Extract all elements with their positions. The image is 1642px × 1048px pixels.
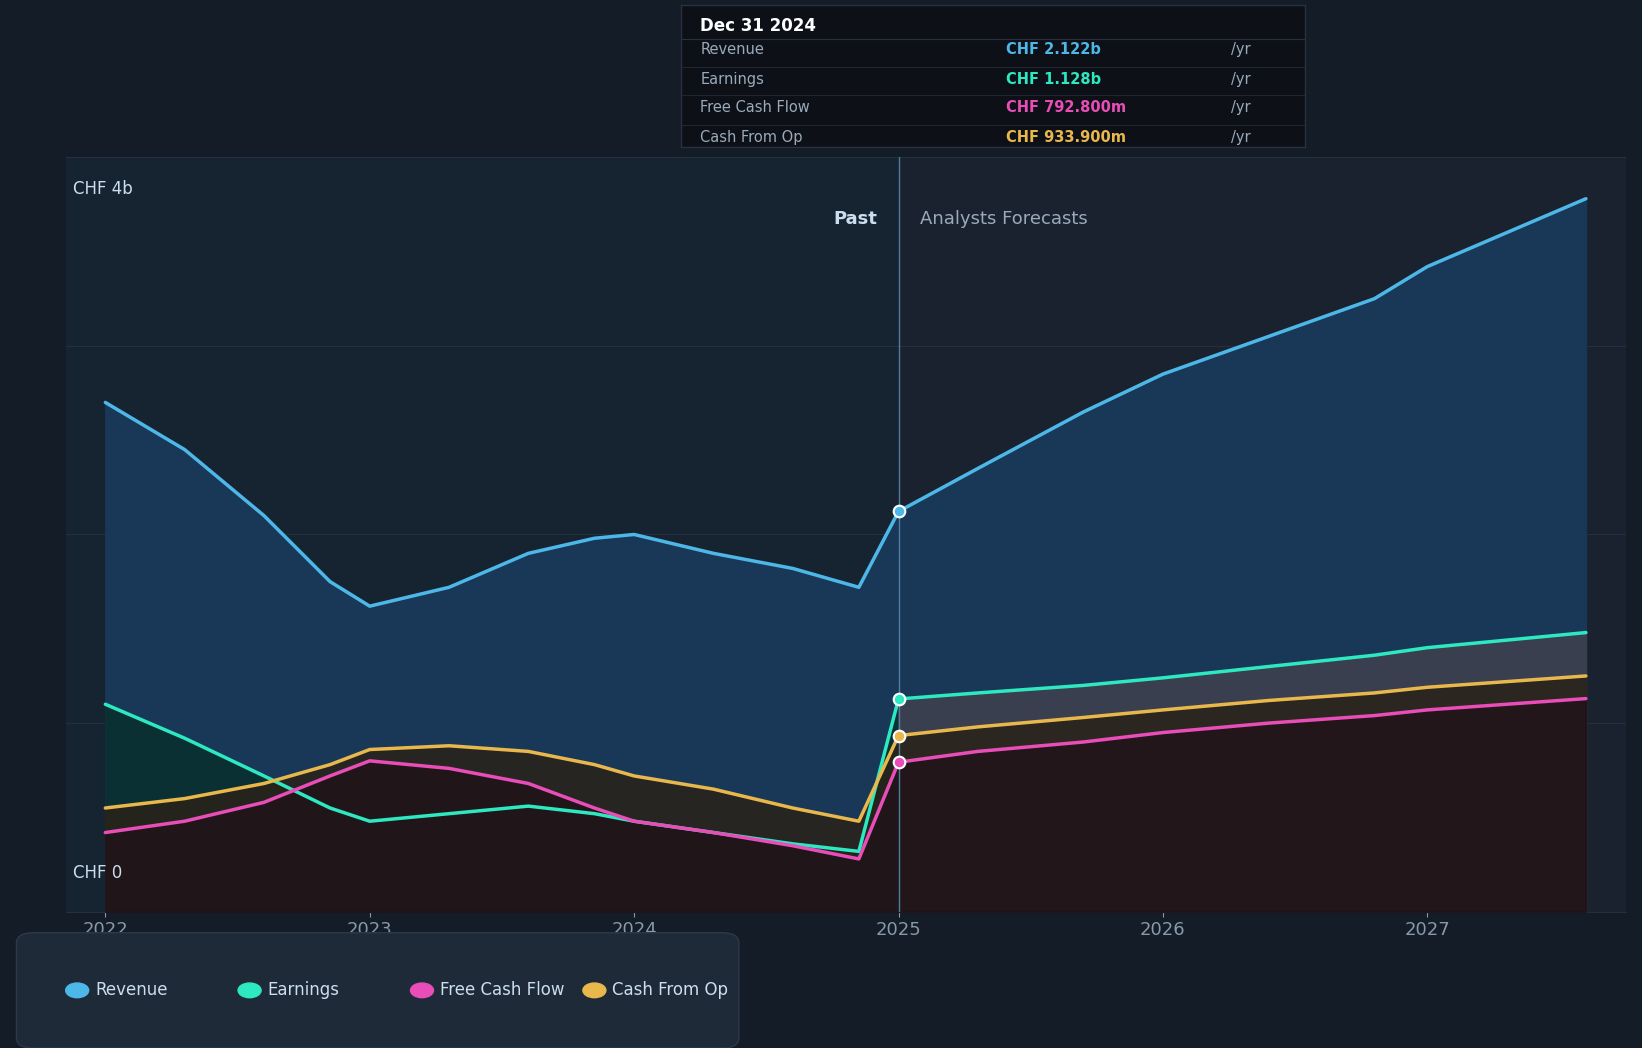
Text: /yr: /yr bbox=[1230, 130, 1250, 145]
Text: Cash From Op: Cash From Op bbox=[612, 981, 729, 1000]
Text: Earnings: Earnings bbox=[699, 71, 764, 87]
Text: CHF 4b: CHF 4b bbox=[74, 180, 133, 198]
Text: CHF 1.128b: CHF 1.128b bbox=[1007, 71, 1102, 87]
Text: Cash From Op: Cash From Op bbox=[699, 130, 803, 145]
Point bbox=[885, 727, 911, 744]
Text: CHF 2.122b: CHF 2.122b bbox=[1007, 42, 1100, 57]
Bar bbox=[66, 157, 898, 912]
Text: Dec 31 2024: Dec 31 2024 bbox=[699, 17, 816, 35]
Text: Revenue: Revenue bbox=[95, 981, 167, 1000]
Text: Free Cash Flow: Free Cash Flow bbox=[440, 981, 565, 1000]
Text: Past: Past bbox=[834, 210, 877, 228]
Point bbox=[885, 691, 911, 707]
Text: /yr: /yr bbox=[1230, 42, 1250, 57]
Point bbox=[885, 503, 911, 520]
Text: /yr: /yr bbox=[1230, 100, 1250, 115]
Bar bbox=[898, 157, 1626, 912]
Text: /yr: /yr bbox=[1230, 71, 1250, 87]
Text: CHF 0: CHF 0 bbox=[74, 864, 123, 881]
Text: Free Cash Flow: Free Cash Flow bbox=[699, 100, 810, 115]
Text: CHF 933.900m: CHF 933.900m bbox=[1007, 130, 1126, 145]
Text: Analysts Forecasts: Analysts Forecasts bbox=[920, 210, 1087, 228]
Text: CHF 792.800m: CHF 792.800m bbox=[1007, 100, 1126, 115]
Text: Revenue: Revenue bbox=[699, 42, 764, 57]
Text: Earnings: Earnings bbox=[268, 981, 340, 1000]
Point bbox=[885, 754, 911, 770]
